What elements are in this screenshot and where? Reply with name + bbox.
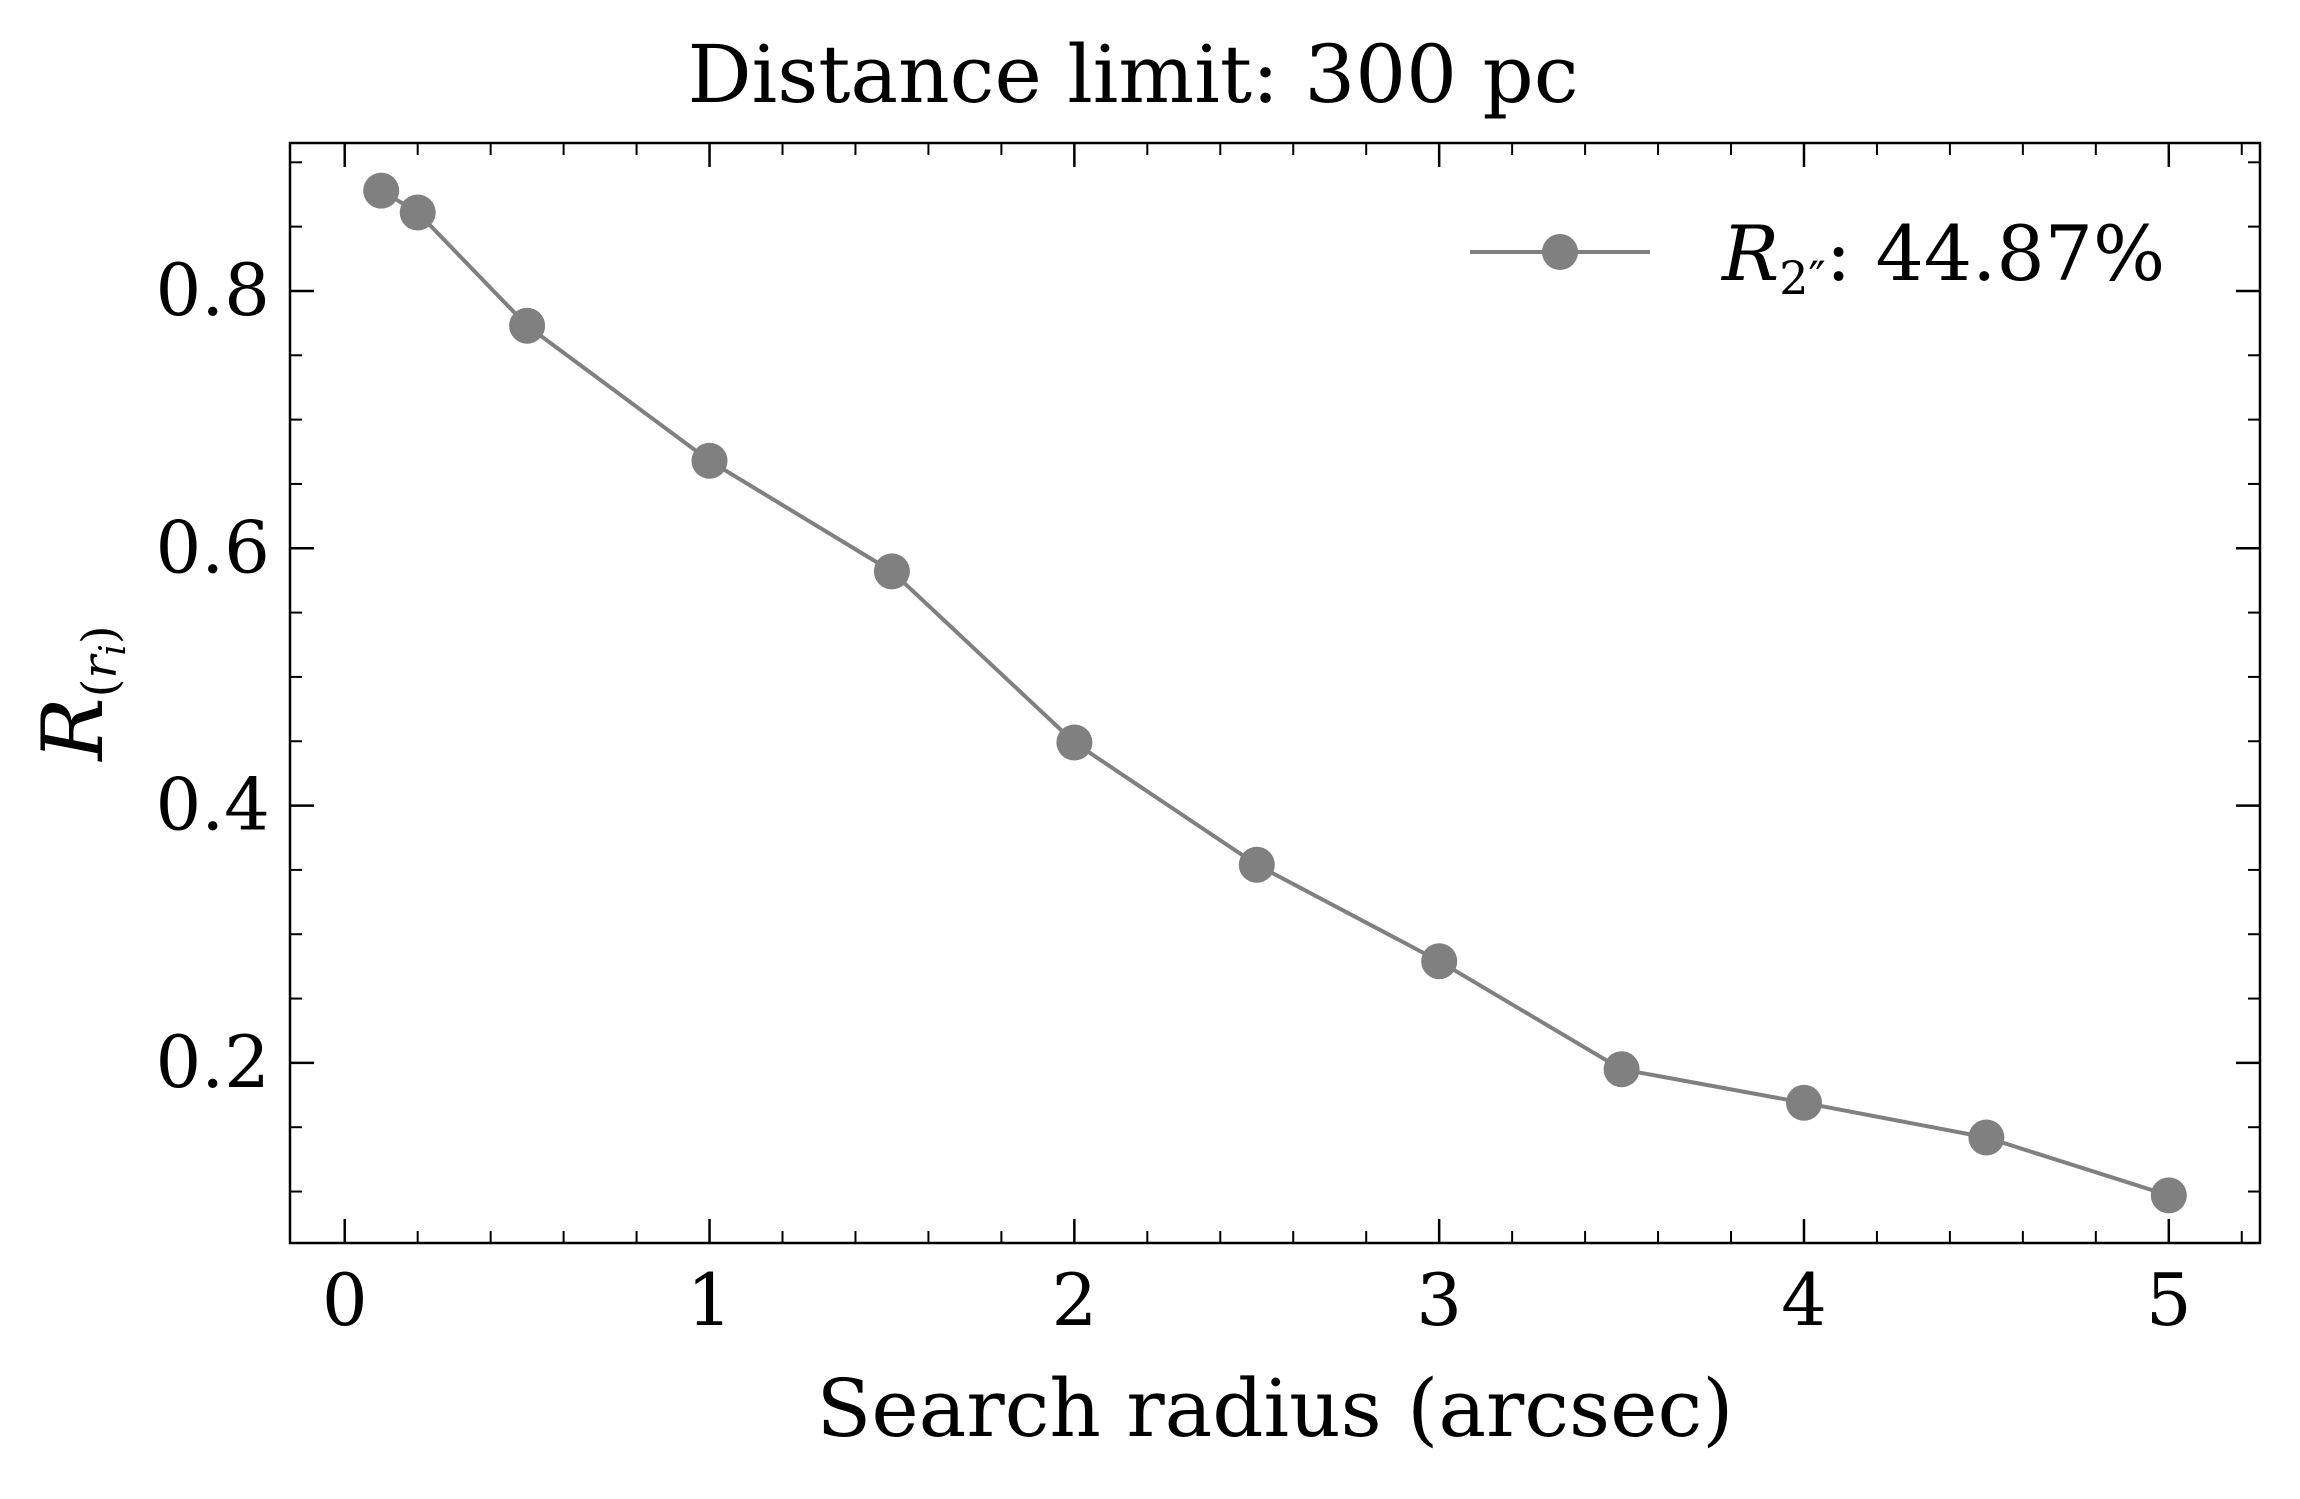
data-point [1056, 724, 1093, 761]
data-point [363, 172, 400, 209]
x-axis-label: Search radius (arcsec) [817, 1362, 1734, 1455]
y-axis-label-sub-var: r [72, 653, 128, 679]
y-axis-label-sub-index: i [93, 644, 134, 656]
data-point [399, 194, 436, 231]
y-axis-label-sub-open: ( [72, 679, 128, 698]
series-points [363, 172, 2187, 1214]
x-tick-label: 1 [687, 1258, 733, 1342]
legend-label-var: R [1720, 209, 1779, 298]
series-line [380, 188, 2170, 1198]
chart-title: Distance limit: 300 pc [687, 28, 1578, 121]
y-tick-labels: 0.2 0.4 0.6 0.8 [155, 248, 270, 1104]
legend-label: R2″: 44.87% [1720, 209, 2165, 305]
y-tick-label: 0.2 [155, 1020, 270, 1104]
minor-ticks [290, 143, 2260, 1243]
y-tick-label: 0.8 [155, 248, 270, 332]
data-point [1421, 943, 1458, 980]
data-point [1968, 1119, 2005, 1156]
legend-label-text: : 44.87% [1826, 209, 2166, 298]
y-axis-label-main: R [24, 697, 122, 762]
series-layer [363, 172, 2187, 1214]
x-tick-label: 0 [322, 1258, 368, 1342]
legend-marker [1542, 234, 1578, 270]
plot-frame [288, 141, 2262, 1245]
x-tick-label: 5 [2146, 1258, 2192, 1342]
data-point [509, 307, 546, 344]
data-point [2150, 1177, 2187, 1214]
data-point [873, 553, 910, 590]
y-tick-label: 0.4 [155, 763, 270, 847]
x-tick-labels: 0 1 2 3 4 5 [322, 1258, 2192, 1342]
legend: R2″: 44.87% [1470, 209, 2165, 305]
data-point [1603, 1051, 1640, 1088]
y-tick-label: 0.6 [155, 505, 270, 589]
legend-label-sub: 2″ [1779, 251, 1825, 305]
x-tick-label: 2 [1051, 1258, 1097, 1342]
data-point [691, 442, 728, 479]
data-point [1786, 1084, 1822, 1121]
data-point [1238, 846, 1275, 883]
x-tick-label: 4 [1781, 1258, 1827, 1342]
y-axis-label-sub-close: ) [72, 625, 128, 644]
y-axis-label: R(ri) [24, 625, 134, 762]
major-ticks [290, 143, 2260, 1243]
x-tick-label: 3 [1416, 1258, 1462, 1342]
